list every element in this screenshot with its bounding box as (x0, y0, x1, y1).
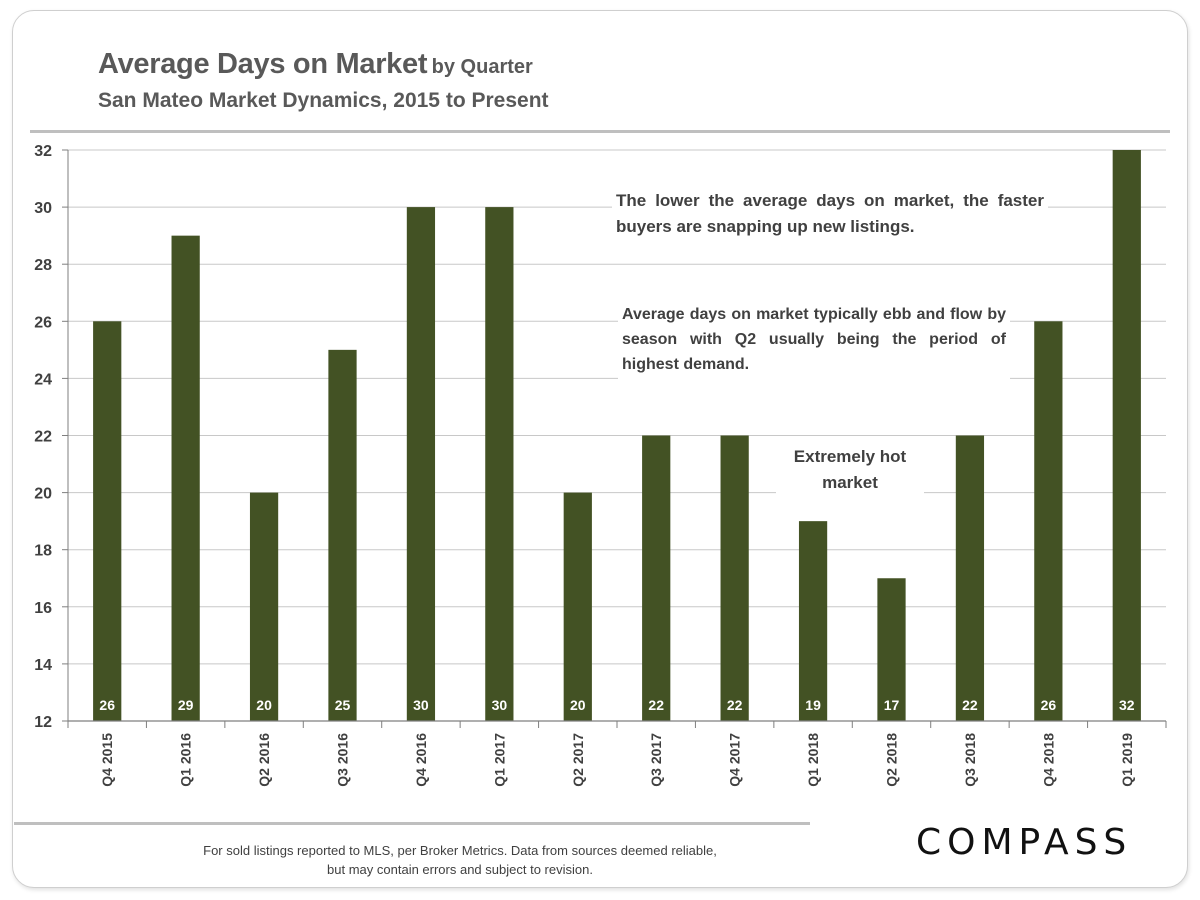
y-tick-label: 26 (34, 314, 52, 331)
x-tick-label: Q3 2016 (335, 733, 351, 787)
y-tick-label: 12 (34, 714, 52, 731)
bars (93, 150, 1141, 722)
x-tick-label: Q4 2017 (727, 733, 743, 787)
x-tick-label: Q4 2015 (99, 733, 115, 787)
y-tick-label: 22 (34, 429, 52, 446)
compass-logo: COMPASS (916, 822, 1133, 863)
data-label: 22 (962, 697, 978, 713)
x-tick-label: Q3 2018 (962, 733, 978, 787)
data-label: 19 (805, 697, 821, 713)
header-divider (30, 130, 1170, 133)
x-tick-label: Q2 2017 (570, 733, 586, 787)
x-tick-label: Q2 2018 (884, 733, 900, 787)
bar (1034, 321, 1063, 721)
data-label: 22 (727, 697, 743, 713)
annotation-seasonal: Average days on market typically ebb and… (618, 300, 1010, 379)
y-tick-label: 28 (34, 257, 52, 274)
data-label: 20 (570, 697, 586, 713)
x-tick-label: Q2 2016 (256, 733, 272, 787)
data-label: 29 (178, 697, 194, 713)
data-label: 30 (413, 697, 429, 713)
x-tick-label: Q4 2016 (413, 733, 429, 787)
data-label: 17 (884, 697, 900, 713)
footer-divider (14, 822, 810, 825)
bar (1112, 150, 1141, 721)
x-tick-label: Q1 2017 (491, 733, 507, 787)
data-label: 20 (256, 697, 272, 713)
bar (563, 492, 592, 721)
source-line-2: but may contain errors and subject to re… (327, 862, 593, 877)
y-tick-label: 30 (34, 200, 52, 217)
bar (955, 435, 985, 721)
data-label: 26 (1041, 697, 1057, 713)
source-line-1: For sold listings reported to MLS, per B… (203, 843, 717, 858)
data-label: 32 (1119, 697, 1135, 713)
x-tick-label: Q3 2017 (648, 733, 664, 787)
data-label: 26 (99, 697, 115, 713)
data-label: 22 (648, 697, 664, 713)
title-main: Average Days on Market (98, 48, 428, 80)
x-tick-label: Q1 2019 (1119, 733, 1135, 787)
x-tick-label: Q1 2016 (178, 733, 194, 787)
data-label: 30 (492, 697, 508, 713)
bar (249, 492, 279, 721)
y-tick-label: 20 (34, 486, 52, 503)
x-tick-label: Q4 2018 (1040, 733, 1056, 787)
bar (485, 207, 514, 722)
labels: 26 Q4 2015 29 Q1 2016 20 Q2 2016 25 Q3 2016 30 Q4… (99, 697, 1135, 787)
source-footnote: For sold listings reported to MLS, per B… (60, 841, 860, 879)
bar (642, 435, 671, 721)
chart-title: Average Days on Market by Quarter (98, 48, 533, 81)
y-tick-label: 14 (34, 657, 52, 674)
bar (328, 349, 357, 721)
y-tick-label: 18 (34, 543, 52, 560)
y-tick-label: 24 (34, 371, 52, 388)
bar (720, 435, 749, 721)
annotation-hot-market: Extremely hot market (776, 442, 924, 498)
data-label: 25 (335, 697, 351, 713)
chart-subtitle: San Mateo Market Dynamics, 2015 to Prese… (98, 89, 549, 112)
bar (171, 235, 200, 721)
slide-frame (12, 10, 1188, 888)
bar (798, 521, 828, 721)
bar (877, 578, 906, 721)
y-tick-label: 32 (34, 143, 52, 160)
y-tick-label: 16 (34, 600, 52, 617)
x-tick-label: Q1 2018 (805, 733, 821, 787)
axes: 12 14 16 18 20 22 24 26 28 30 32 (34, 143, 1167, 731)
bar (93, 321, 122, 721)
title-suffix: by Quarter (431, 56, 533, 78)
annotation-lower-days: The lower the average days on market, th… (612, 186, 1048, 242)
bar (406, 207, 436, 722)
